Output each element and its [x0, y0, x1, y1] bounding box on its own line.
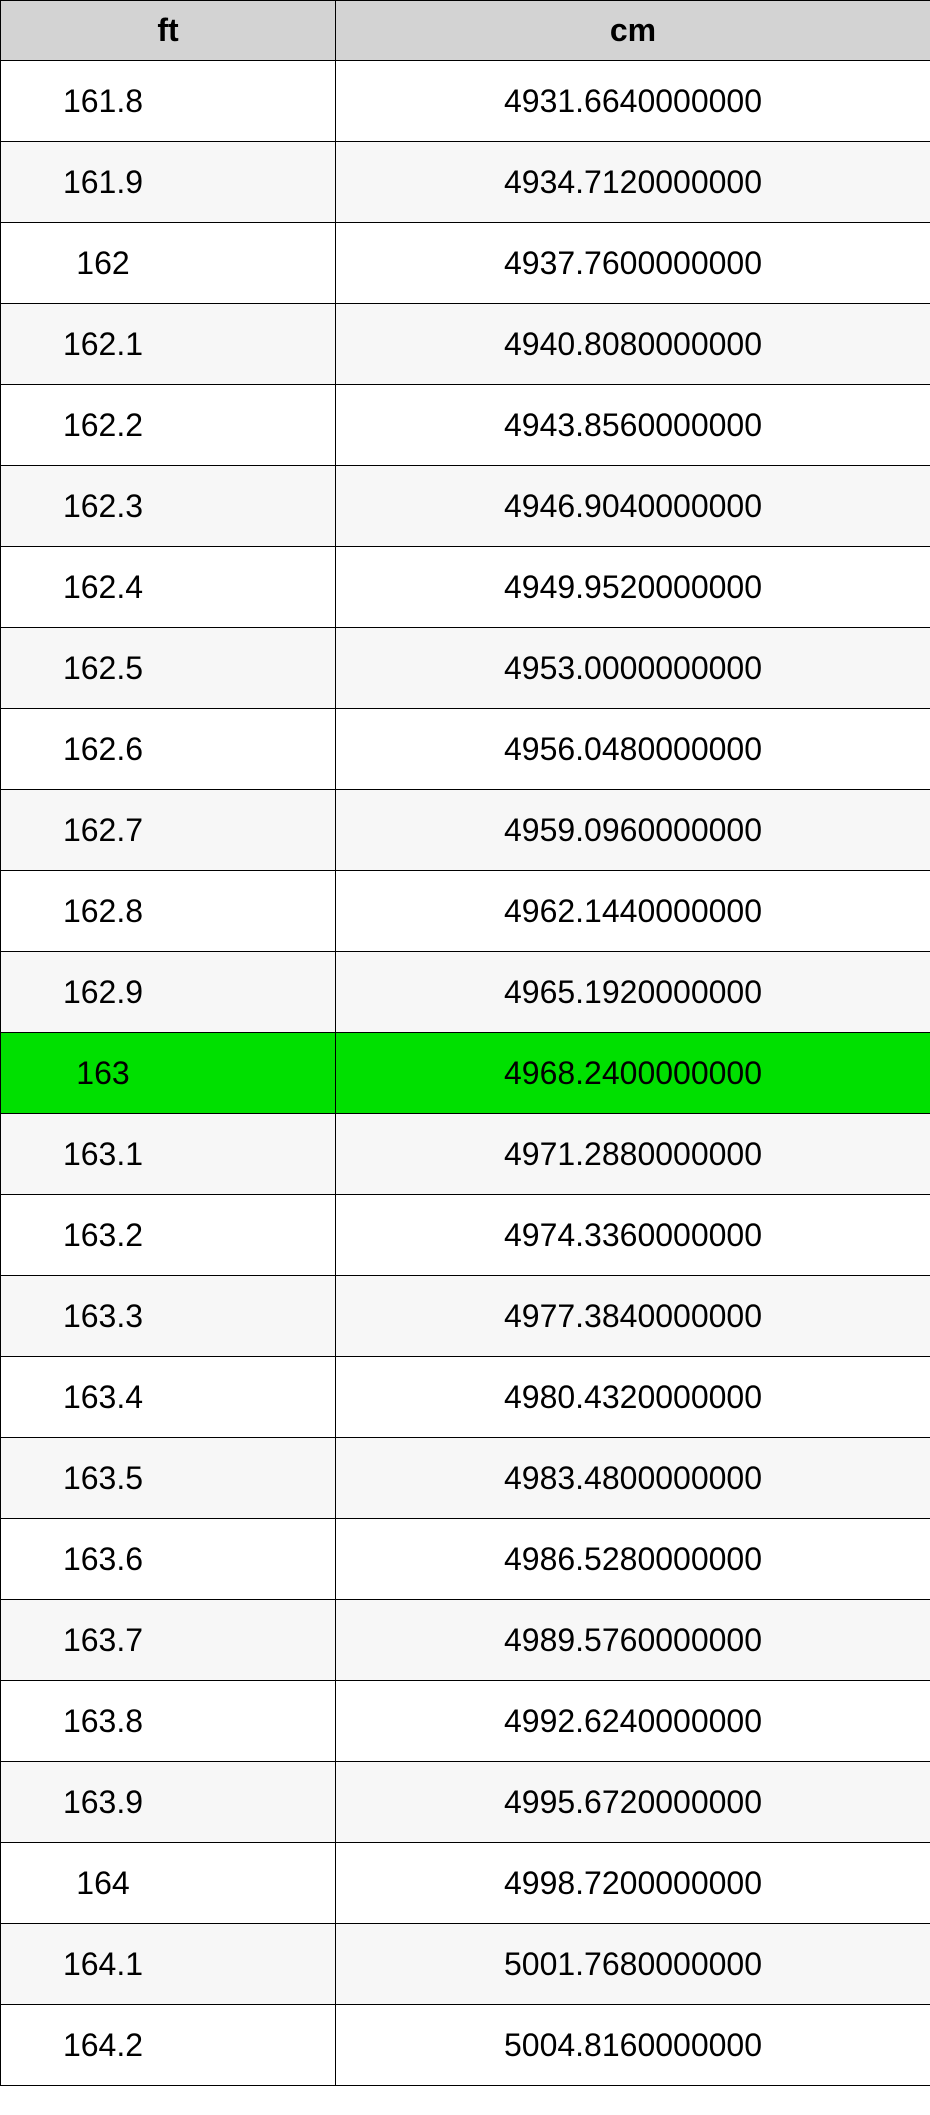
cm-cell: 5001.7680000000	[336, 1924, 930, 2005]
ft-cell: 163	[1, 1033, 336, 1114]
ft-cell: 163.6	[1, 1519, 336, 1600]
cm-cell: 4943.8560000000	[336, 385, 930, 466]
cm-cell: 5004.8160000000	[336, 2005, 930, 2086]
table-row: 162.54953.0000000000	[1, 628, 930, 709]
ft-cell: 162.2	[1, 385, 336, 466]
cm-cell: 4940.8080000000	[336, 304, 930, 385]
ft-cell: 163.4	[1, 1357, 336, 1438]
ft-cell: 164.2	[1, 2005, 336, 2086]
ft-cell: 162.7	[1, 790, 336, 871]
table-row: 161.94934.7120000000	[1, 142, 930, 223]
table-row: 162.44949.9520000000	[1, 547, 930, 628]
cm-cell: 4946.9040000000	[336, 466, 930, 547]
table-row: 164.25004.8160000000	[1, 2005, 930, 2086]
table-row: 162.94965.1920000000	[1, 952, 930, 1033]
cm-cell: 4992.6240000000	[336, 1681, 930, 1762]
table-row: 163.74989.5760000000	[1, 1600, 930, 1681]
table-row: 162.24943.8560000000	[1, 385, 930, 466]
table-row: 162.64956.0480000000	[1, 709, 930, 790]
cm-cell: 4998.7200000000	[336, 1843, 930, 1924]
table-row: 162.74959.0960000000	[1, 790, 930, 871]
ft-cell: 163.5	[1, 1438, 336, 1519]
ft-cell: 162	[1, 223, 336, 304]
cm-cell: 4931.6640000000	[336, 61, 930, 142]
column-header-ft: ft	[1, 1, 336, 61]
cm-cell: 4974.3360000000	[336, 1195, 930, 1276]
table-row: 163.64986.5280000000	[1, 1519, 930, 1600]
table-row: 163.54983.4800000000	[1, 1438, 930, 1519]
cm-cell: 4953.0000000000	[336, 628, 930, 709]
table-row: 161.84931.6640000000	[1, 61, 930, 142]
table-row: 163.84992.6240000000	[1, 1681, 930, 1762]
table-row: 162.84962.1440000000	[1, 871, 930, 952]
ft-cell: 163.8	[1, 1681, 336, 1762]
cm-cell: 4995.6720000000	[336, 1762, 930, 1843]
table-row: 162.34946.9040000000	[1, 466, 930, 547]
cm-cell: 4989.5760000000	[336, 1600, 930, 1681]
cm-cell: 4959.0960000000	[336, 790, 930, 871]
cm-cell: 4980.4320000000	[336, 1357, 930, 1438]
table-row: 163.44980.4320000000	[1, 1357, 930, 1438]
cm-cell: 4934.7120000000	[336, 142, 930, 223]
cm-cell: 4986.5280000000	[336, 1519, 930, 1600]
ft-cell: 163.9	[1, 1762, 336, 1843]
ft-cell: 162.1	[1, 304, 336, 385]
table-row: 162.14940.8080000000	[1, 304, 930, 385]
ft-cell: 162.5	[1, 628, 336, 709]
table-body: 161.84931.6640000000161.94934.7120000000…	[1, 61, 930, 2086]
table-row: 163.34977.3840000000	[1, 1276, 930, 1357]
ft-cell: 163.2	[1, 1195, 336, 1276]
ft-cell: 161.9	[1, 142, 336, 223]
table-row: 1634968.2400000000	[1, 1033, 930, 1114]
cm-cell: 4968.2400000000	[336, 1033, 930, 1114]
ft-cell: 163.7	[1, 1600, 336, 1681]
table-row: 1624937.7600000000	[1, 223, 930, 304]
table-row: 1644998.7200000000	[1, 1843, 930, 1924]
table-row: 163.24974.3360000000	[1, 1195, 930, 1276]
ft-cell: 164	[1, 1843, 336, 1924]
cm-cell: 4956.0480000000	[336, 709, 930, 790]
ft-cell: 161.8	[1, 61, 336, 142]
table-header-row: ft cm	[1, 1, 930, 61]
ft-cell: 162.4	[1, 547, 336, 628]
table-row: 163.14971.2880000000	[1, 1114, 930, 1195]
column-header-cm: cm	[336, 1, 930, 61]
ft-cell: 162.3	[1, 466, 336, 547]
ft-cell: 162.6	[1, 709, 336, 790]
cm-cell: 4983.4800000000	[336, 1438, 930, 1519]
ft-cell: 162.8	[1, 871, 336, 952]
cm-cell: 4977.3840000000	[336, 1276, 930, 1357]
table-row: 164.15001.7680000000	[1, 1924, 930, 2005]
ft-cell: 162.9	[1, 952, 336, 1033]
cm-cell: 4937.7600000000	[336, 223, 930, 304]
cm-cell: 4949.9520000000	[336, 547, 930, 628]
table-row: 163.94995.6720000000	[1, 1762, 930, 1843]
cm-cell: 4971.2880000000	[336, 1114, 930, 1195]
ft-cell: 164.1	[1, 1924, 336, 2005]
cm-cell: 4962.1440000000	[336, 871, 930, 952]
ft-cell: 163.3	[1, 1276, 336, 1357]
conversion-table: ft cm 161.84931.6640000000161.94934.7120…	[0, 0, 930, 2086]
ft-cell: 163.1	[1, 1114, 336, 1195]
cm-cell: 4965.1920000000	[336, 952, 930, 1033]
